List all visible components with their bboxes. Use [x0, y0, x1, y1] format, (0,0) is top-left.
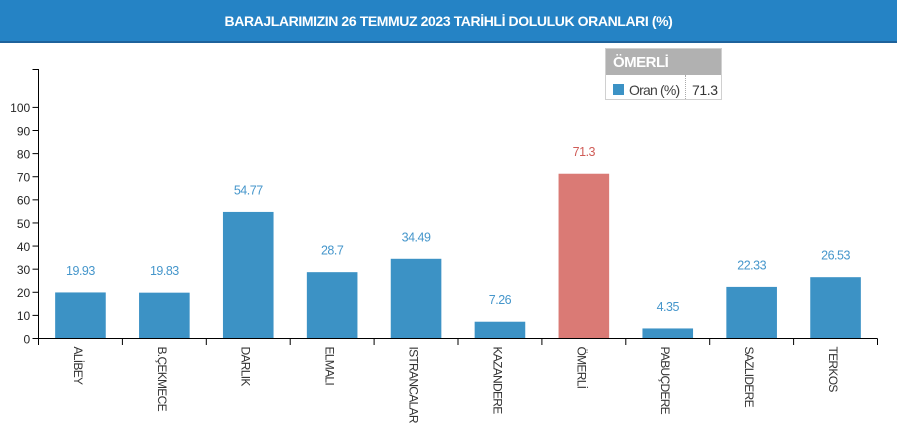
- svg-text:40: 40: [17, 240, 31, 254]
- svg-text:0: 0: [24, 332, 31, 346]
- svg-text:22.33: 22.33: [737, 258, 766, 272]
- svg-text:ISTRANCALAR: ISTRANCALAR: [406, 347, 420, 424]
- svg-text:100: 100: [10, 101, 30, 115]
- svg-text:20: 20: [17, 286, 31, 300]
- svg-text:TERKOS: TERKOS: [826, 347, 840, 393]
- svg-text:ÖMERLİ: ÖMERLİ: [574, 347, 588, 389]
- svg-text:ELMALI: ELMALI: [323, 347, 337, 386]
- svg-text:50: 50: [17, 217, 31, 231]
- svg-text:4.35: 4.35: [657, 300, 680, 314]
- svg-text:80: 80: [17, 147, 31, 161]
- svg-text:ALİBEY: ALİBEY: [71, 347, 85, 386]
- svg-text:30: 30: [17, 263, 31, 277]
- svg-text:B.ÇEKMECE: B.ÇEKMECE: [155, 347, 169, 412]
- svg-text:71.3: 71.3: [573, 145, 596, 159]
- svg-text:26.53: 26.53: [821, 249, 850, 263]
- svg-text:DARLIK: DARLIK: [239, 347, 253, 387]
- svg-text:PABUÇDERE: PABUÇDERE: [658, 347, 672, 415]
- svg-text:SAZLIDERE: SAZLIDERE: [742, 347, 756, 408]
- svg-text:10: 10: [17, 309, 31, 323]
- svg-text:19.93: 19.93: [66, 264, 95, 278]
- svg-text:60: 60: [17, 194, 31, 208]
- svg-text:KAZANDERE: KAZANDERE: [490, 347, 504, 415]
- svg-text:28.7: 28.7: [321, 244, 344, 258]
- svg-text:90: 90: [17, 124, 31, 138]
- svg-text:19.83: 19.83: [150, 264, 179, 278]
- svg-text:70: 70: [17, 171, 31, 185]
- svg-text:34.49: 34.49: [402, 230, 431, 244]
- svg-text:7.26: 7.26: [489, 293, 512, 307]
- svg-text:54.77: 54.77: [234, 183, 263, 197]
